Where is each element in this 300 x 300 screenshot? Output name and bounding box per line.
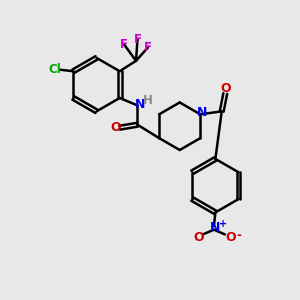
Text: O: O [193,232,204,244]
Text: O: O [110,121,121,134]
Text: Cl: Cl [48,63,61,76]
Text: F: F [144,41,152,54]
Text: N: N [196,106,207,119]
Text: -: - [236,229,241,242]
Text: +: + [219,219,227,229]
Text: F: F [134,33,142,46]
Text: N: N [134,98,145,111]
Text: N: N [210,221,220,234]
Text: O: O [226,232,236,244]
Text: O: O [220,82,231,95]
Text: H: H [143,94,153,107]
Text: F: F [120,38,128,51]
